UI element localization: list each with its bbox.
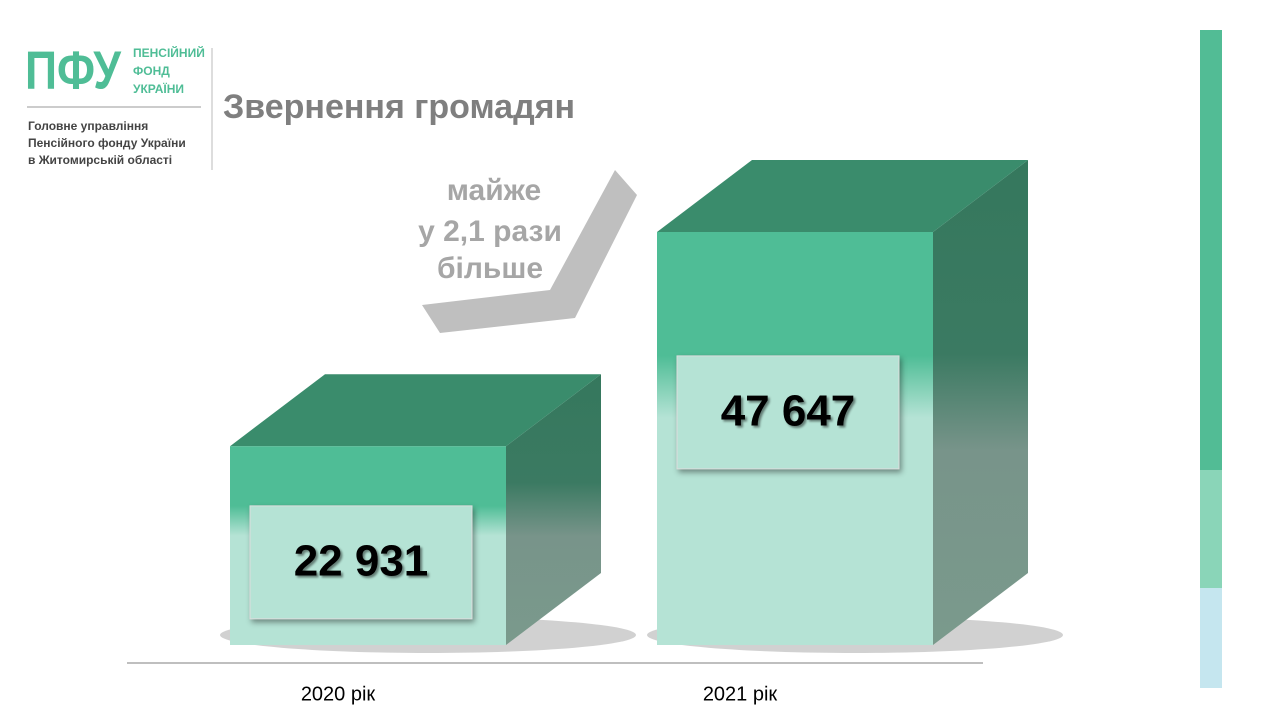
x-tick-label: 2020 рік — [301, 683, 376, 705]
annotation: у 2,1 рази — [418, 215, 562, 248]
bar-top — [230, 374, 601, 447]
x-tick-label: 2021 рік — [703, 683, 778, 705]
bar-side — [506, 374, 601, 645]
bar-side — [933, 160, 1028, 645]
logo-text: ФОНД — [133, 64, 170, 78]
logo-text: ПЕНСІЙНИЙ — [133, 45, 205, 60]
logo: ПФУ — [25, 40, 122, 100]
value-label: 22 931 — [294, 536, 429, 585]
label-box — [676, 355, 900, 470]
chart-title: Звернення громадян — [223, 88, 575, 126]
side-strip — [1200, 588, 1222, 688]
annotation: майже — [447, 174, 541, 207]
side-strip — [1200, 470, 1222, 588]
bar-top — [657, 160, 1028, 232]
value-label: 47 647 — [721, 387, 856, 436]
subtitle: в Житомирській області — [28, 153, 172, 167]
logo-text: УКРАЇНИ — [133, 81, 184, 96]
side-strip — [1200, 30, 1222, 470]
subtitle: Пенсійного фонду України — [28, 136, 186, 150]
label-box — [249, 505, 473, 620]
arrow — [422, 170, 637, 333]
annotation: більше — [437, 252, 543, 285]
subtitle: Головне управління — [28, 119, 148, 133]
